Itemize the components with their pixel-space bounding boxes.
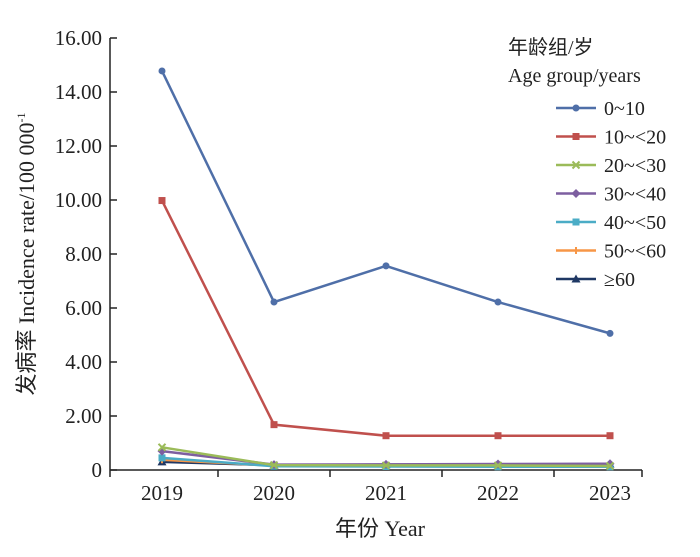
legend-item: 0~10 — [556, 98, 645, 120]
x-ticks: 2019 2020 2021 2022 2023 — [109, 470, 643, 505]
data-point — [572, 133, 580, 140]
legend-item: 30~<40 — [556, 184, 666, 206]
data-point — [572, 218, 580, 226]
legend-items: 0~10 10~<20 20~<30 30~<40 40~<50 50~<60 ≥60 — [556, 98, 666, 291]
y-ticks: 0 2.00 4.00 6.00 8.00 10.00 12.00 14.00 16.00 — [55, 26, 117, 482]
series-0~10 — [158, 67, 614, 337]
y-tick-label: 0 — [92, 458, 103, 482]
legend-label: 30~<40 — [604, 184, 666, 206]
data-point — [158, 67, 166, 75]
y-tick-label: 14.00 — [55, 80, 102, 104]
x-axis-title: 年份 Year — [335, 516, 426, 541]
data-point — [158, 454, 166, 462]
data-point — [270, 298, 278, 306]
y-axis-title-superscript: -1 — [14, 112, 28, 122]
legend-label: 20~<30 — [604, 155, 666, 177]
legend-label: 40~<50 — [604, 212, 666, 234]
series-10~<20 — [158, 197, 614, 440]
legend-item: 50~<60 — [556, 241, 666, 263]
y-tick-label: 10.00 — [55, 188, 102, 212]
series-line — [160, 199, 610, 437]
series-group — [157, 67, 615, 471]
y-axis-title-main: 发病率 Incidence rate/100 000 — [14, 122, 39, 395]
x-tick-label: 2021 — [365, 481, 407, 505]
legend-item: ≥60 — [556, 269, 635, 291]
x-tick-label: 2020 — [253, 481, 295, 505]
data-point — [381, 461, 391, 470]
data-point — [572, 104, 580, 112]
y-tick-label: 2.00 — [65, 404, 102, 428]
x-tick-label: 2019 — [141, 481, 183, 505]
data-point — [494, 432, 502, 440]
data-point — [572, 247, 580, 254]
data-point — [269, 460, 279, 470]
data-point — [494, 298, 502, 306]
legend: 年龄组/岁 Age group/years 0~10 10~<20 20~<30 30… — [508, 36, 666, 291]
data-point — [605, 461, 615, 471]
data-point — [158, 197, 166, 205]
y-tick-label: 4.00 — [65, 350, 102, 374]
data-point — [571, 189, 581, 198]
series-20~<30 — [157, 443, 615, 471]
legend-item: 40~<50 — [556, 212, 666, 234]
y-tick-label: 6.00 — [65, 296, 102, 320]
legend-title-zh: 年龄组/岁 — [508, 36, 594, 59]
legend-item: 20~<30 — [556, 155, 666, 177]
data-point — [382, 262, 390, 270]
y-axis-title: 发病率 Incidence rate/100 000-1 — [14, 112, 39, 395]
legend-label: 0~10 — [604, 98, 645, 120]
data-point — [571, 274, 581, 283]
data-point — [157, 443, 167, 452]
y-tick-label: 8.00 — [65, 242, 102, 266]
series-line — [160, 70, 611, 335]
data-point — [382, 432, 390, 440]
data-point — [493, 461, 503, 470]
data-point — [606, 329, 614, 337]
x-tick-label: 2023 — [589, 481, 631, 505]
data-point — [571, 160, 581, 170]
legend-label: 10~<20 — [604, 127, 666, 149]
legend-item: 10~<20 — [556, 127, 666, 149]
legend-label: 50~<60 — [604, 241, 666, 263]
x-tick-label: 2022 — [477, 481, 519, 505]
legend-title-en: Age group/years — [508, 65, 641, 87]
legend-label: ≥60 — [604, 269, 635, 291]
y-tick-label: 16.00 — [55, 26, 102, 50]
data-point — [606, 432, 614, 440]
y-tick-label: 12.00 — [55, 134, 102, 158]
data-point — [270, 421, 278, 429]
